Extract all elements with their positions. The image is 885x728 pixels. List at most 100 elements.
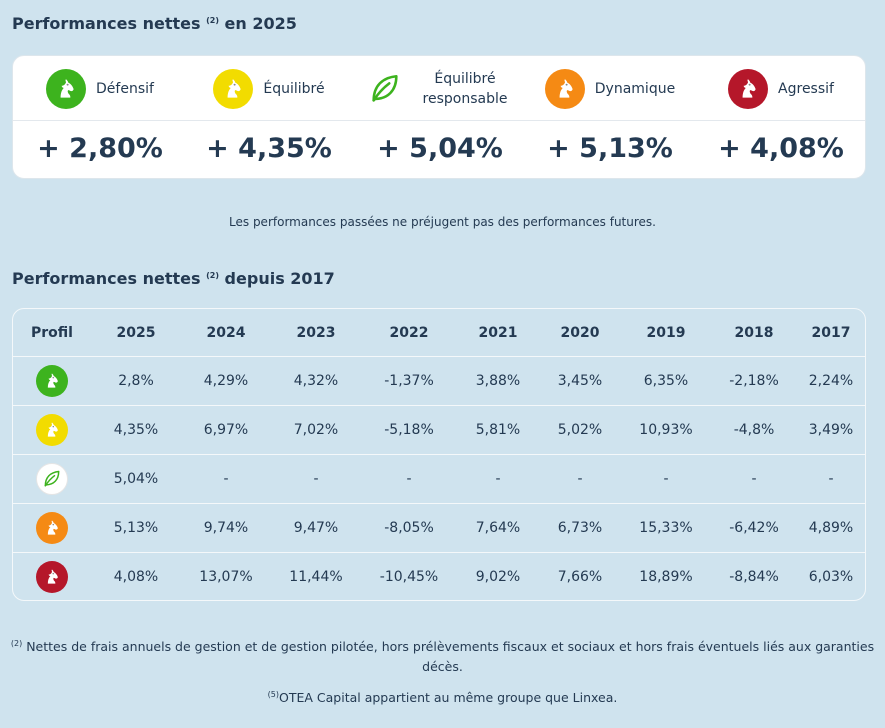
column-header-year: 2023 <box>271 309 361 357</box>
column-header-year: 2017 <box>797 309 865 357</box>
profile-icon-cell <box>13 454 91 504</box>
profile-icon-cell <box>13 553 91 601</box>
table-cell: 4,89% <box>797 503 865 553</box>
leaf-icon <box>365 69 405 109</box>
table-row: 5,13% 9,74% 9,47% -8,05% 7,64% 6,73% 15,33% -6,… <box>13 503 865 553</box>
table-row: 4,35% 6,97% 7,02% -5,18% 5,81% 5,02% 10,93% -4,… <box>13 405 865 455</box>
performance-history-table-card: Profil 2025 2024 2023 2022 2021 2020 2019 2018 20… <box>12 308 866 601</box>
horse-head-icon <box>36 512 68 544</box>
table-cell: - <box>621 454 711 504</box>
table-cell: -8,84% <box>729 569 779 585</box>
table-row: 2,8% 4,29% 4,32% -1,37% 3,88% 3,45% 6,35% -2,18… <box>13 356 865 406</box>
column-header-year: 2018 <box>711 309 797 357</box>
leaf-icon <box>36 463 68 495</box>
performance-value: + 4,08% <box>718 133 844 164</box>
performance-value: + 4,35% <box>206 133 332 164</box>
performance-history-table: Profil 2025 2024 2023 2022 2021 2020 2019 2018 20… <box>13 309 865 601</box>
profile-1: Équilibré <box>213 66 325 112</box>
table-cell: -6,42% <box>711 503 797 553</box>
table-cell: 15,33% <box>621 503 711 553</box>
column-header-year: 2024 <box>181 309 271 357</box>
table-cell: 5,02% <box>539 405 621 455</box>
profile-label: Dynamique <box>594 81 676 97</box>
performance-value: + 2,80% <box>37 133 163 164</box>
horse-head-icon <box>544 69 585 109</box>
column-header-profil: Profil <box>13 309 91 357</box>
profile-0: Défensif <box>46 66 154 112</box>
horse-head-icon <box>36 365 68 397</box>
horse-head-icon <box>36 561 68 593</box>
horse-head-icon <box>36 414 68 446</box>
horse-head-icon <box>46 69 87 109</box>
column-header-year: 2020 <box>539 309 621 357</box>
table-cell: 3,49% <box>797 405 865 455</box>
profile-label: Équilibré responsable <box>422 71 508 107</box>
table-cell: 6,35% <box>621 356 711 406</box>
table-cell: 5,04% <box>91 454 181 504</box>
profile-icon-cell <box>13 405 91 455</box>
table-cell: 2,24% <box>797 356 865 406</box>
table-cell: 7,02% <box>271 405 361 455</box>
table-cell: - <box>271 454 361 504</box>
column-header-year: 2019 <box>621 309 711 357</box>
profile-3: Dynamique <box>544 66 676 112</box>
table-cell: 3,45% <box>539 356 621 406</box>
table-cell: 6,03% <box>808 569 854 585</box>
table-cell: 3,88% <box>457 356 539 406</box>
profile-label: Défensif <box>96 81 154 97</box>
column-header-year: 2022 <box>361 309 457 357</box>
profile-label: Agressif <box>778 81 834 97</box>
table-cell: 4,35% <box>91 405 181 455</box>
table-cell: - <box>539 454 621 504</box>
table-cell: -8,05% <box>361 503 457 553</box>
performance-2025-card: Défensif Équilibré Équilibré responsable Dy… <box>12 55 866 179</box>
section-title-since-2017: Performances nettes (2) depuis 2017 <box>12 269 335 288</box>
otea-note: (5)OTEA Capital appartient au même group… <box>267 690 618 706</box>
profile-icon-cell <box>13 503 91 553</box>
footnote: (2) Nettes de frais annuels de gestion e… <box>10 639 875 675</box>
table-cell: - <box>797 454 865 504</box>
table-cell: 9,74% <box>181 503 271 553</box>
performance-value: + 5,13% <box>547 133 673 164</box>
table-header-row: Profil 2025 2024 2023 2022 2021 2020 2019 2018 20… <box>13 309 865 357</box>
table-cell: -2,18% <box>711 356 797 406</box>
horse-head-icon <box>213 69 254 109</box>
table-cell: - <box>361 454 457 504</box>
table-cell: - <box>457 454 539 504</box>
table-cell: 9,47% <box>271 503 361 553</box>
table-cell: 4,08% <box>113 569 159 585</box>
profile-icon-cell <box>13 356 91 406</box>
table-cell: -1,37% <box>361 356 457 406</box>
table-row: 4,08% 13,07% 11,44% -10,45% 9,02% 7,66% 18,89%… <box>13 553 865 601</box>
section-title-2025: Performances nettes (2) en 2025 <box>12 14 297 33</box>
horse-head-icon <box>728 69 769 109</box>
column-header-year: 2021 <box>457 309 539 357</box>
table-row: 5,04% - - - - - - - - <box>13 454 865 504</box>
performance-value: + 5,04% <box>377 133 503 164</box>
profile-label: Équilibré <box>263 81 325 97</box>
profile-2: Équilibré responsable <box>365 66 515 112</box>
table-cell: 9,02% <box>475 569 521 585</box>
table-cell: -10,45% <box>379 569 439 585</box>
profile-header-row: Défensif Équilibré Équilibré responsable Dy… <box>13 56 865 121</box>
table-cell: -5,18% <box>361 405 457 455</box>
table-cell: 4,29% <box>181 356 271 406</box>
table-cell: 13,07% <box>199 569 253 585</box>
profile-4: Agressif <box>728 66 834 112</box>
past-performance-disclaimer: Les performances passées ne préjugent pa… <box>229 215 656 229</box>
table-cell: - <box>181 454 271 504</box>
table-cell: 5,81% <box>457 405 539 455</box>
table-cell: 6,73% <box>539 503 621 553</box>
table-cell: 4,32% <box>271 356 361 406</box>
table-cell: -4,8% <box>711 405 797 455</box>
table-cell: 7,66% <box>557 569 603 585</box>
table-cell: 11,44% <box>289 569 343 585</box>
table-cell: 18,89% <box>639 569 693 585</box>
column-header-year: 2025 <box>91 309 181 357</box>
table-cell: 2,8% <box>91 356 181 406</box>
table-cell: - <box>711 454 797 504</box>
table-cell: 10,93% <box>621 405 711 455</box>
table-cell: 5,13% <box>91 503 181 553</box>
table-cell: 7,64% <box>457 503 539 553</box>
table-cell: 6,97% <box>181 405 271 455</box>
